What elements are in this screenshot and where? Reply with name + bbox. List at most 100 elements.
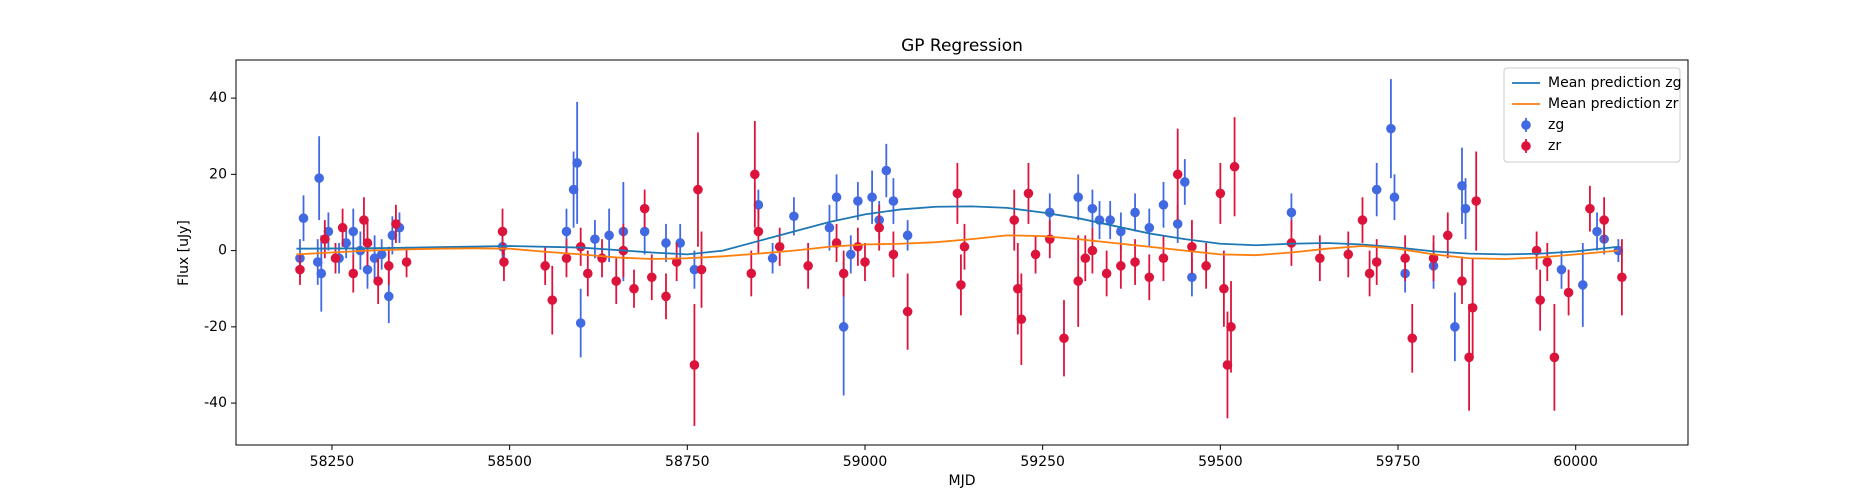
data-point — [547, 295, 558, 305]
data-point — [874, 222, 885, 233]
data-point — [1187, 272, 1197, 283]
legend: Mean prediction zg Mean prediction zr zg zr — [1503, 67, 1682, 163]
data-point — [881, 165, 892, 176]
data-point — [1023, 188, 1034, 199]
data-point — [1371, 257, 1382, 267]
data-point — [1130, 207, 1140, 218]
data-point — [661, 291, 671, 302]
data-point — [1542, 257, 1553, 267]
data-point — [376, 249, 387, 260]
data-point — [348, 268, 359, 279]
data-point — [312, 257, 323, 267]
data-point — [1467, 302, 1478, 313]
data-point — [575, 318, 586, 328]
data-point — [746, 268, 757, 279]
data-point — [1315, 253, 1325, 264]
data-point — [888, 249, 899, 260]
data-point — [1073, 276, 1084, 286]
data-point — [1016, 314, 1027, 325]
data-point — [499, 257, 509, 267]
data-point — [661, 238, 671, 248]
legend-label: zr — [1548, 138, 1561, 154]
data-point — [369, 253, 380, 264]
data-point — [1158, 200, 1169, 210]
data-point — [1087, 203, 1098, 214]
data-point — [1549, 352, 1560, 363]
data-point — [1215, 188, 1226, 199]
data-point — [1364, 268, 1375, 279]
data-point — [387, 230, 398, 241]
data-point — [320, 234, 330, 244]
x-tick-label: 58750 — [665, 454, 710, 470]
data-point — [1144, 272, 1155, 283]
data-point — [1201, 261, 1211, 271]
data-point — [1460, 203, 1471, 214]
data-point — [1101, 268, 1112, 279]
data-point — [1116, 261, 1126, 271]
data-point — [1012, 283, 1023, 294]
data-point — [824, 222, 835, 233]
data-point — [693, 184, 703, 195]
legend-box — [1503, 67, 1681, 163]
data-point — [952, 188, 963, 199]
x-tick-label: 59500 — [1198, 454, 1243, 470]
data-point — [689, 360, 700, 370]
x-tick-label: 59250 — [1020, 454, 1065, 470]
x-tick-label: 60000 — [1553, 454, 1598, 470]
data-point — [789, 211, 799, 222]
plot-area — [295, 79, 1627, 426]
data-point — [753, 200, 764, 210]
data-point — [1105, 215, 1115, 225]
data-point — [853, 196, 863, 206]
data-point — [646, 272, 657, 283]
data-point — [860, 257, 870, 267]
data-point — [845, 249, 856, 260]
data-point — [1442, 230, 1453, 241]
data-point — [1428, 253, 1439, 264]
data-point — [1357, 215, 1368, 225]
data-point — [1617, 272, 1627, 283]
legend-label: Mean prediction zr — [1548, 96, 1679, 112]
data-point — [888, 196, 899, 206]
chart-title: GP Regression — [901, 36, 1023, 56]
data-point — [1286, 207, 1297, 218]
data-point — [1226, 322, 1236, 332]
x-tick-label: 59000 — [843, 454, 888, 470]
axes-frame — [235, 59, 1689, 446]
data-point — [1080, 253, 1091, 264]
data-point — [323, 226, 334, 237]
data-point — [1343, 249, 1354, 260]
mean-line — [296, 234, 1619, 260]
data-point — [767, 253, 778, 264]
y-axis-label: Flux [uJy] — [176, 220, 192, 286]
data-point — [956, 280, 966, 290]
data-point — [838, 268, 849, 279]
legend-marker — [1521, 120, 1531, 130]
data-point — [1030, 249, 1041, 260]
data-point — [337, 222, 348, 233]
data-point — [838, 322, 849, 332]
data-point — [1009, 215, 1020, 225]
data-point — [362, 264, 373, 275]
data-point — [590, 234, 600, 244]
data-point — [373, 276, 383, 286]
data-point — [298, 213, 309, 223]
data-point — [867, 192, 877, 203]
data-point — [401, 257, 412, 267]
y-tick-label: -40 — [204, 395, 227, 411]
data-point — [959, 241, 970, 252]
data-point — [1130, 257, 1140, 267]
y-tick-label: 0 — [218, 243, 227, 259]
y-tick-label: 40 — [209, 90, 227, 106]
data-point — [774, 241, 785, 252]
data-point — [561, 253, 572, 264]
data-point — [1087, 245, 1098, 256]
data-point — [384, 291, 394, 302]
y-tick-label: 20 — [209, 166, 227, 182]
data-point — [1180, 177, 1190, 187]
data-point — [561, 226, 572, 237]
data-point — [1457, 180, 1467, 191]
data-point — [1219, 283, 1229, 294]
data-point — [1172, 169, 1183, 180]
